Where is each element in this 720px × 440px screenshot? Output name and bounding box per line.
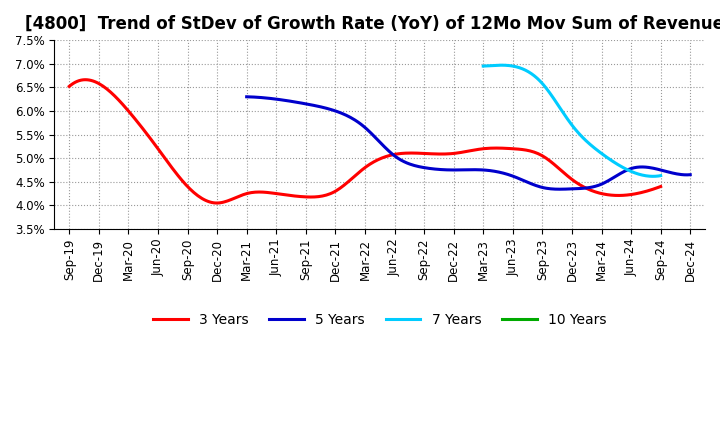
- 3 Years: [431, 151, 439, 157]
- Title: [4800]  Trend of StDev of Growth Rate (YoY) of 12Mo Mov Sum of Revenues: [4800] Trend of StDev of Growth Rate (Yo…: [25, 15, 720, 33]
- 3 Years: [65, 84, 73, 89]
- 5 Years: [646, 165, 654, 170]
- 7 Years: [657, 173, 665, 178]
- 5 Years: [686, 172, 695, 177]
- 7 Years: [588, 144, 597, 149]
- 5 Years: [618, 170, 626, 175]
- 3 Years: [67, 82, 76, 88]
- 3 Years: [81, 77, 89, 82]
- 7 Years: [479, 63, 487, 69]
- 7 Years: [640, 173, 649, 178]
- 3 Years: [213, 200, 222, 205]
- 7 Years: [649, 174, 657, 179]
- 5 Years: [514, 176, 523, 181]
- Line: 3 Years: 3 Years: [69, 80, 661, 203]
- Line: 7 Years: 7 Years: [483, 65, 661, 176]
- 3 Years: [605, 192, 613, 198]
- 3 Years: [419, 151, 428, 156]
- 3 Years: [657, 184, 665, 189]
- 5 Years: [555, 187, 564, 192]
- 5 Years: [505, 172, 513, 177]
- 5 Years: [244, 94, 253, 99]
- 7 Years: [629, 170, 638, 175]
- 5 Years: [243, 94, 251, 99]
- Legend: 3 Years, 5 Years, 7 Years, 10 Years: 3 Years, 5 Years, 7 Years, 10 Years: [148, 308, 612, 333]
- 7 Years: [585, 141, 594, 147]
- 3 Years: [567, 176, 576, 182]
- 3 Years: [421, 151, 430, 156]
- 7 Years: [585, 141, 593, 146]
- 7 Years: [480, 63, 488, 69]
- 7 Years: [497, 62, 505, 68]
- 5 Years: [506, 173, 515, 178]
- Line: 5 Years: 5 Years: [247, 97, 690, 189]
